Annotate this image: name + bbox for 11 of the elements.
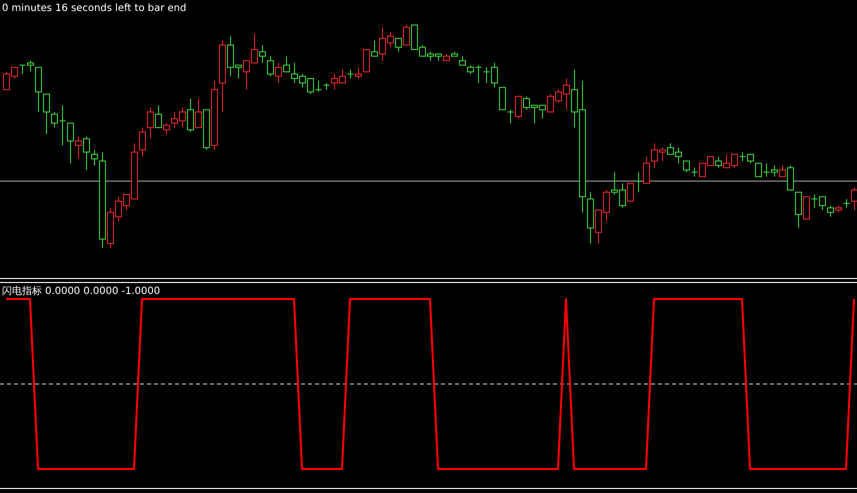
chart-title: 0 minutes 16 seconds left to bar end xyxy=(2,3,186,14)
candlestick xyxy=(499,86,506,110)
candlestick xyxy=(355,66,362,80)
candlestick xyxy=(635,172,642,193)
candlestick xyxy=(683,160,690,173)
candlestick xyxy=(507,109,514,124)
candlestick xyxy=(643,156,650,184)
candlestick xyxy=(43,94,50,135)
chart-title: 闪电指标 0.0000 0.0000 -1.0000 xyxy=(2,285,160,297)
candlestick xyxy=(91,149,98,166)
candlestick xyxy=(139,127,146,158)
